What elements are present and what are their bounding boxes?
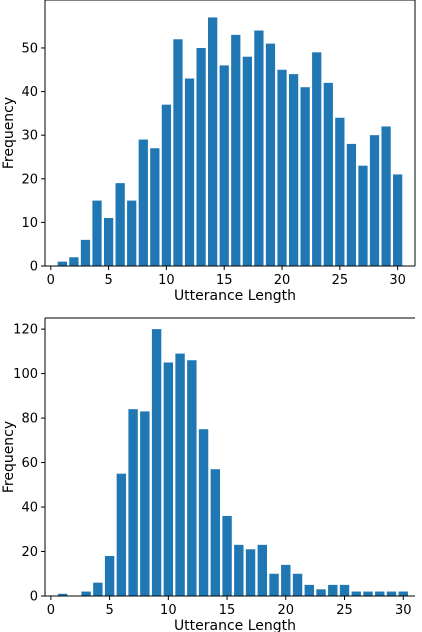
bar-length-16 <box>234 544 244 596</box>
bar-length-5 <box>104 555 115 596</box>
y-tick-label: 40 <box>21 501 38 516</box>
bar-length-25 <box>335 117 345 267</box>
bar-length-21 <box>292 573 303 596</box>
x-tick-label: 10 <box>160 603 177 618</box>
bar-length-4 <box>92 200 102 266</box>
bar-length-27 <box>363 591 373 596</box>
bar-length-26 <box>351 591 361 596</box>
bar-length-16 <box>231 34 241 266</box>
bar-length-2 <box>69 257 79 266</box>
y-tick-label: 20 <box>21 172 38 187</box>
x-tick-label: 10 <box>158 273 175 288</box>
x-tick-label: 15 <box>216 273 233 288</box>
y-tick-label: 80 <box>21 412 38 427</box>
bar-length-25 <box>339 584 350 596</box>
bar-length-24 <box>323 82 333 266</box>
y-tick-label: 0 <box>30 260 38 275</box>
bar-length-30 <box>393 174 403 266</box>
x-tick-label: 20 <box>274 273 291 288</box>
bar-length-19 <box>265 43 276 266</box>
bar-length-28 <box>375 591 385 596</box>
bar-length-30 <box>398 591 408 596</box>
bar-length-18 <box>254 30 264 266</box>
bar-length-13 <box>198 429 209 596</box>
bar-length-12 <box>184 78 195 267</box>
y-tick-label: 20 <box>21 545 38 560</box>
x-tick-label: 25 <box>336 603 353 618</box>
bar-length-23 <box>312 52 322 266</box>
x-tick-label: 20 <box>278 603 295 618</box>
bar-length-13 <box>196 47 206 266</box>
bar-length-22 <box>300 87 310 267</box>
bar-length-24 <box>328 584 338 596</box>
bar-length-17 <box>245 549 256 596</box>
x-tick-label: 0 <box>47 603 55 618</box>
bar-length-10 <box>163 362 174 596</box>
bar-length-26 <box>346 143 357 266</box>
x-axis-label: Utterance Length <box>174 288 296 304</box>
bar-length-28 <box>369 135 380 266</box>
bar-length-17 <box>242 56 252 266</box>
x-tick-label: 30 <box>395 603 412 618</box>
x-axis-label: Utterance Length <box>174 618 296 632</box>
y-tick-label: 50 <box>21 41 38 56</box>
bar-length-3 <box>80 239 91 266</box>
y-tick-label: 0 <box>30 590 38 605</box>
bar-length-9 <box>150 148 160 266</box>
x-tick-label: 5 <box>105 603 113 618</box>
bar-length-8 <box>140 411 150 596</box>
top-histogram: 0 5 10 15 20 25 30 0 10 20 30 40 50 Utterance Length F… <box>1 0 416 304</box>
y-tick-label: 120 <box>13 323 38 338</box>
bar-length-29 <box>381 126 391 267</box>
bar-length-18 <box>257 544 267 596</box>
bar-length-11 <box>173 39 183 266</box>
bar-length-20 <box>281 564 291 596</box>
bar-length-21 <box>288 74 299 266</box>
x-tick-label: 25 <box>332 273 349 288</box>
bar-length-29 <box>386 591 397 596</box>
bar-length-6 <box>116 473 127 596</box>
x-tick-label: 0 <box>47 273 55 288</box>
bar-length-14 <box>208 17 218 266</box>
bar-length-15 <box>219 65 229 266</box>
bar-length-23 <box>316 589 326 596</box>
bar-length-1 <box>57 261 67 266</box>
y-axis-label: Frequency <box>1 421 17 493</box>
y-tick-label: 100 <box>13 367 38 382</box>
bar-length-7 <box>127 200 137 266</box>
bar-length-4 <box>93 582 103 596</box>
x-tick-label: 30 <box>389 273 406 288</box>
bar-length-15 <box>222 515 232 596</box>
bar-length-11 <box>175 353 185 596</box>
bar-length-8 <box>138 139 148 266</box>
y-tick-label: 30 <box>21 129 38 144</box>
y-axis-label: Frequency <box>1 97 17 169</box>
bar-length-5 <box>103 218 114 266</box>
x-tick-label: 5 <box>104 273 112 288</box>
bar-length-14 <box>210 469 221 596</box>
bar-length-7 <box>128 409 138 596</box>
y-tick-label: 10 <box>21 216 38 231</box>
bar-length-9 <box>151 329 162 596</box>
bar-length-27 <box>358 165 368 266</box>
bar-length-6 <box>115 183 125 266</box>
bottom-histogram: 0 5 10 15 20 25 30 0 20 40 60 80 100 120 Utterance Len… <box>1 317 415 632</box>
bar-length-20 <box>277 69 287 267</box>
bar-length-12 <box>187 360 197 596</box>
bar-length-10 <box>161 104 172 266</box>
y-tick-label: 60 <box>21 456 38 471</box>
bar-length-1 <box>57 593 68 596</box>
y-tick-label: 40 <box>21 85 38 100</box>
x-tick-label: 15 <box>219 603 236 618</box>
bar-length-19 <box>269 573 279 596</box>
bar-length-22 <box>304 584 314 596</box>
bar-length-3 <box>81 591 91 596</box>
